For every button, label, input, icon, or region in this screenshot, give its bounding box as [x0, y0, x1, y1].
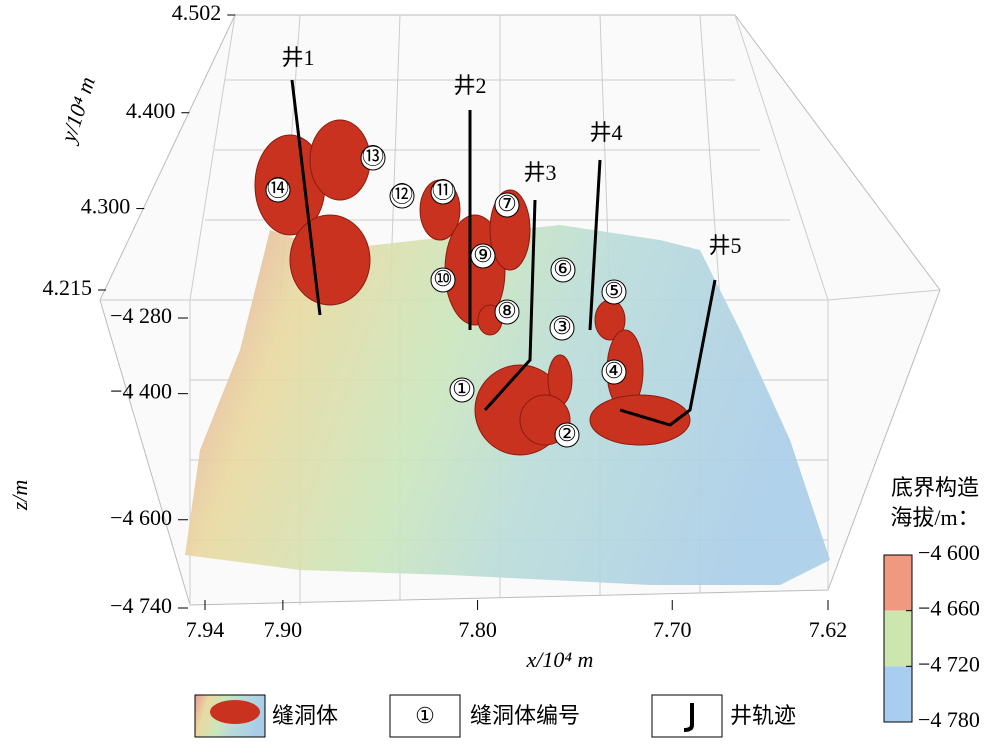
colorbar-tick-label: −4 660: [918, 596, 980, 621]
legend-well-icon: [683, 703, 694, 732]
vug-marker: [601, 359, 627, 385]
legend-swatch-body: [210, 700, 260, 724]
well-label: 井3: [523, 160, 556, 185]
vug-label: ⑭: [267, 176, 289, 201]
colorbar-band: [884, 555, 912, 611]
vug-label: ⑧: [497, 298, 517, 323]
colorbar-tick-label: −4 780: [918, 707, 980, 732]
x-axis-label: x/10⁴ m: [526, 647, 594, 672]
vug-marker: [449, 377, 475, 403]
vug-marker: [601, 279, 627, 305]
vug-marker: [550, 257, 576, 283]
vug-body: [289, 214, 371, 306]
z-tick-label: −4 740: [110, 593, 172, 618]
vug-marker: [494, 192, 520, 218]
x-tick-label: 7.62: [809, 617, 848, 642]
y-tick-label: 4.215: [43, 275, 93, 300]
legend-symbol: ①: [415, 703, 435, 728]
well-label: 井2: [453, 73, 486, 98]
vug-marker: [430, 267, 456, 293]
y-axis-label: y/10⁴ m: [55, 74, 100, 147]
vug-marker: [389, 183, 415, 209]
x-tick-label: 7.94: [186, 617, 225, 642]
vug-label: ⑪: [432, 178, 454, 203]
y-tick-label: 4.300: [81, 194, 131, 219]
vug-label: ⑥: [553, 256, 573, 281]
vug-label: ⑫: [391, 182, 413, 207]
well-label: 井1: [281, 45, 314, 70]
colorbar-title: 海拔/m：: [890, 505, 979, 530]
y-tick-label: 4.502: [172, 0, 222, 25]
well-track: [588, 159, 602, 331]
colorbar-tick-label: −4 720: [918, 651, 980, 676]
well-track: [290, 79, 322, 316]
colorbar-frame: [883, 554, 913, 723]
vug-label: ⑤: [604, 278, 624, 303]
vug-marker: [265, 177, 291, 203]
colorbar-band: [884, 610, 912, 667]
well-track: [619, 279, 717, 427]
x-tick-label: 7.70: [653, 617, 692, 642]
vug-marker: [430, 179, 456, 205]
z-tick-label: −4 400: [110, 379, 172, 404]
legend-box: [389, 694, 461, 738]
legend-label: 缝洞体编号: [470, 703, 580, 728]
vug-marker: [360, 145, 386, 171]
y-tick-label: 4.400: [126, 98, 176, 123]
well-label: 井5: [708, 233, 741, 258]
vug-label: ⑨: [473, 242, 493, 267]
x-tick-label: 7.90: [264, 617, 303, 642]
z-tick-label: −4 280: [110, 303, 172, 328]
colorbar-band: [884, 666, 912, 722]
vug-label: ⑦: [497, 191, 517, 216]
vug-marker: [470, 243, 496, 269]
vug-label: ④: [604, 358, 624, 383]
vug-label: ②: [557, 421, 577, 446]
colorbar-tick-label: −4 600: [918, 540, 980, 565]
legend-label: 缝洞体: [272, 703, 338, 728]
colorbar-title: 底界构造: [891, 475, 979, 500]
x-tick-label: 7.80: [458, 617, 497, 642]
well-label: 井4: [589, 120, 622, 145]
vug-marker: [494, 299, 520, 325]
vug-marker: [549, 315, 575, 341]
well-track: [483, 199, 537, 412]
vug-label: ①: [452, 376, 472, 401]
vug-marker: [554, 422, 580, 448]
vug-body: [589, 394, 691, 446]
z-axis-label: z/m: [7, 480, 32, 512]
vug-label: ③: [552, 314, 572, 339]
z-tick-label: −4 600: [110, 505, 172, 530]
vug-label: ⑬: [362, 144, 384, 169]
legend-label: 井轨迹: [730, 703, 796, 728]
vug-label: ⑩: [433, 266, 453, 291]
